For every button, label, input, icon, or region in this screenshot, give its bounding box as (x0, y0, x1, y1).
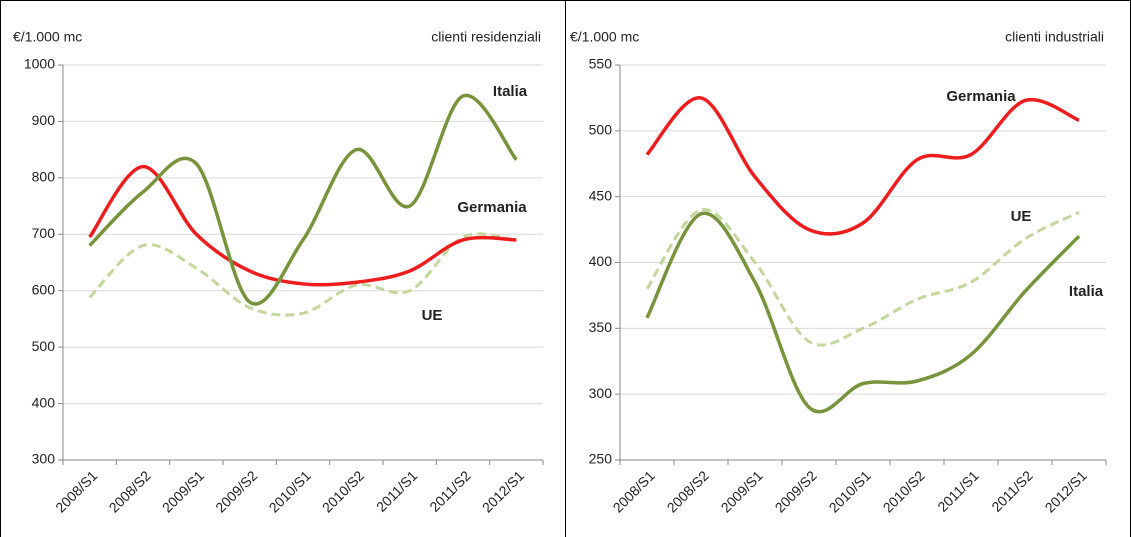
chart: €/1.000 mc clienti residenziali 300 400 500 6… (0, 0, 566, 537)
series-label: UE (422, 307, 443, 324)
x-tick-label: 2009/S2 (772, 467, 820, 515)
y-tick-label: 300 (589, 385, 613, 401)
chart: €/1.000 mc clienti industriali 250 300 350 40… (566, 0, 1131, 537)
y-tick-label: 400 (589, 253, 613, 269)
series-line (645, 211, 1081, 414)
series-label: Italia (493, 83, 528, 100)
y-tick-label: 450 (589, 187, 613, 203)
y-axis-label: €/1.000 mc (13, 29, 82, 45)
y-tick-label: 800 (32, 169, 56, 185)
y-tick-label: 500 (32, 338, 56, 354)
y-tick-label: 250 (589, 451, 613, 467)
x-tick-label: 2010/S2 (319, 467, 367, 515)
y-tick-label: 700 (32, 225, 56, 241)
x-tick-label: 2011/S1 (373, 467, 421, 515)
y-tick-label: 600 (32, 281, 56, 297)
x-tick-label: 2012/S1 (479, 467, 527, 515)
series-label: UE (1011, 208, 1032, 225)
x-tick-label: 2008/S1 (610, 467, 658, 515)
x-tick-label: 2008/S1 (52, 467, 100, 515)
series-label: Germania (946, 88, 1016, 105)
series-label: Germania (457, 199, 527, 216)
x-tick-label: 2010/S1 (266, 467, 314, 515)
series-line (645, 96, 1080, 236)
x-tick-label: 2011/S2 (988, 467, 1036, 515)
y-tick-label: 900 (32, 112, 56, 128)
y-tick-label: 350 (589, 319, 613, 335)
y-tick-label: 500 (589, 122, 613, 138)
y-tick-label: 550 (589, 56, 613, 72)
y-axis-label: €/1.000 mc (570, 29, 639, 45)
y-tick-label: 300 (32, 451, 56, 467)
x-tick-label: 2009/S2 (212, 467, 260, 515)
series-line (88, 93, 518, 306)
series-line (645, 208, 1080, 347)
x-tick-label: 2012/S1 (1042, 467, 1090, 515)
chart-title: clienti residenziali (431, 29, 541, 45)
y-tick-label: 400 (32, 394, 56, 410)
chart-title: clienti industriali (1005, 29, 1104, 45)
y-tick-label: 1000 (24, 56, 55, 72)
series-line (88, 164, 517, 287)
x-tick-label: 2011/S1 (934, 467, 982, 515)
x-tick-label: 2010/S2 (880, 467, 928, 515)
x-tick-label: 2009/S1 (159, 467, 207, 515)
x-tick-label: 2009/S1 (718, 467, 766, 515)
x-tick-label: 2010/S1 (826, 467, 874, 515)
series-line (88, 232, 517, 317)
x-tick-label: 2008/S2 (106, 467, 154, 515)
x-tick-label: 2008/S2 (664, 467, 712, 515)
x-tick-label: 2011/S2 (426, 467, 474, 515)
series-label: Italia (1069, 283, 1104, 300)
frame (0, 0, 566, 537)
